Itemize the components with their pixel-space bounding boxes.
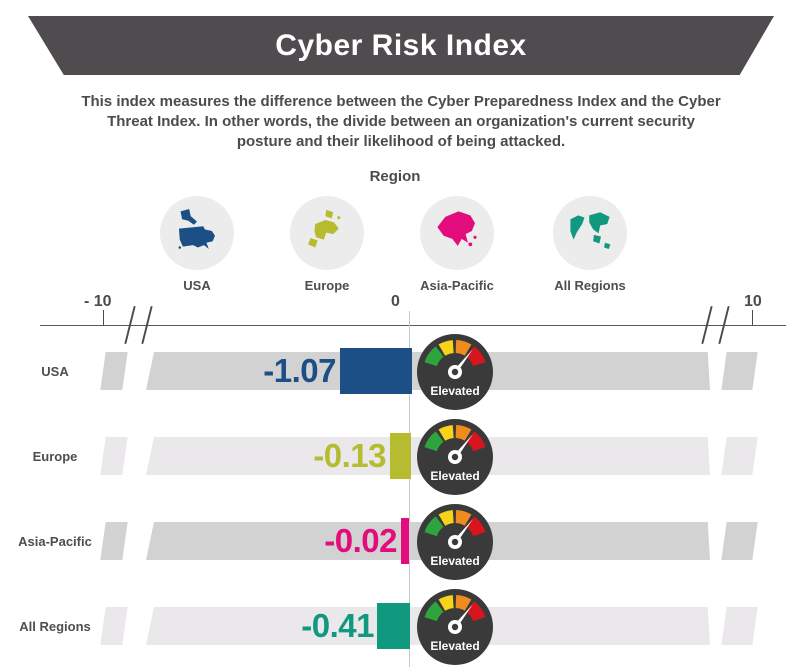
bar-segment-europe: [390, 433, 411, 479]
region-chip-europe: [290, 196, 364, 270]
row-label-europe: Europe: [32, 449, 78, 464]
gauge-status-all-regions: Elevated: [430, 639, 480, 653]
asia-map-icon: [428, 202, 486, 265]
axis-label-min: - 10: [84, 293, 112, 310]
row-label-asia-pacific: Asia-Pacific: [18, 534, 92, 549]
gauge-dial-icon: [417, 504, 493, 580]
bar-stub: [100, 522, 128, 560]
axis-label-zero: 0: [391, 293, 400, 310]
risk-gauge-usa: Elevated: [417, 334, 493, 410]
page-title: Cyber Risk Index: [275, 28, 527, 62]
gauge-dial-icon: [417, 589, 493, 665]
world-map-icon: [561, 202, 619, 265]
bar-segment-asia-pacific: [401, 518, 409, 564]
value-europe: -0.13: [313, 437, 386, 474]
gauge-status-asia-pacific: Elevated: [430, 554, 480, 568]
europe-map-icon: [298, 202, 356, 265]
gauge-status-usa: Elevated: [430, 384, 480, 398]
bar-stub: [721, 607, 758, 645]
region-chip-all-regions: [553, 196, 627, 270]
value-all-regions: -0.41: [301, 607, 374, 644]
gauge-status-europe: Elevated: [430, 469, 480, 483]
risk-gauge-europe: Elevated: [417, 419, 493, 495]
axis-line: [40, 325, 786, 326]
risk-gauge-asia-pacific: Elevated: [417, 504, 493, 580]
region-legend-header: Region: [369, 168, 421, 185]
region-label-all-regions: All Regions: [554, 278, 626, 293]
gauge-dial-icon: [417, 419, 493, 495]
value-usa: -1.07: [263, 352, 336, 389]
region-label-europe: Europe: [304, 278, 350, 293]
axis-label-max: 10: [744, 293, 762, 310]
index-description: This index measures the difference betwe…: [81, 93, 721, 151]
row-label-all-regions: All Regions: [19, 619, 91, 634]
gauge-dial-icon: [417, 334, 493, 410]
value-asia-pacific: -0.02: [324, 522, 397, 559]
axis-tick-max: [752, 310, 753, 325]
bar-stub: [721, 352, 758, 390]
region-chip-asia-pacific: [420, 196, 494, 270]
bar-stub: [100, 607, 128, 645]
bar-segment-all-regions: [377, 603, 410, 649]
zero-baseline: [409, 311, 410, 667]
region-chip-usa: [160, 196, 234, 270]
bar-segment-usa: [340, 348, 412, 394]
usa-map-icon: [168, 202, 226, 265]
region-label-usa: USA: [183, 278, 211, 293]
risk-gauge-all-regions: Elevated: [417, 589, 493, 665]
region-label-asia-pacific: Asia-Pacific: [420, 278, 494, 293]
bar-stub: [721, 437, 758, 475]
axis-tick-min: [103, 310, 104, 325]
bar-stub: [721, 522, 758, 560]
row-label-usa: USA: [41, 364, 69, 379]
bar-stub: [100, 352, 128, 390]
title-banner: Cyber Risk Index: [28, 16, 774, 75]
bar-stub: [100, 437, 128, 475]
